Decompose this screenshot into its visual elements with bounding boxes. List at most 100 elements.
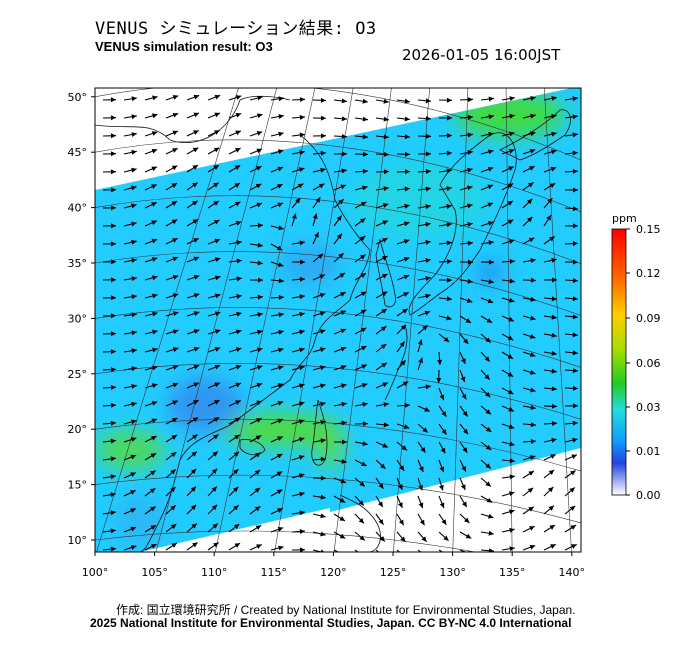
wind-arrowhead bbox=[570, 525, 577, 530]
wind-arrowhead bbox=[572, 114, 578, 120]
wind-arrowhead bbox=[378, 519, 384, 525]
wind-arrowhead bbox=[403, 292, 409, 297]
wind-arrowhead bbox=[528, 506, 534, 512]
wind-arrowhead bbox=[298, 473, 305, 479]
wind-arrowhead bbox=[485, 481, 491, 487]
latitude-axis: 10° 15° 20° 25° 30° 35° 40° 45° 50° bbox=[68, 91, 95, 547]
wind-arrowhead bbox=[461, 466, 466, 472]
wind-arrowhead bbox=[319, 293, 326, 298]
wind-arrowhead bbox=[276, 245, 283, 251]
wind-arrowhead bbox=[398, 502, 403, 508]
wind-arrowhead bbox=[276, 471, 283, 477]
wind-arrowhead bbox=[360, 273, 367, 278]
wind-arrowhead bbox=[110, 528, 116, 534]
wind-arrowhead bbox=[487, 221, 494, 226]
colorbar-tick-label: 0.09 bbox=[636, 312, 661, 325]
wind-vectors bbox=[102, 94, 579, 558]
wind-arrowhead bbox=[383, 169, 389, 175]
wind-arrowhead bbox=[315, 197, 321, 203]
wind-arrowhead bbox=[340, 328, 347, 334]
wind-arrowhead bbox=[213, 182, 219, 188]
wind-arrowhead bbox=[382, 442, 388, 448]
wind-arrowhead bbox=[211, 468, 218, 475]
wind-arrowhead bbox=[341, 98, 347, 104]
wind-arrowhead bbox=[509, 258, 515, 264]
wind-arrowhead bbox=[400, 324, 407, 330]
wind-arrowhead bbox=[110, 420, 116, 426]
wind-arrowhead bbox=[110, 97, 116, 103]
wind-arrowhead bbox=[572, 296, 578, 302]
wind-arrowhead bbox=[419, 519, 425, 526]
wind-arrowhead bbox=[382, 220, 388, 226]
wind-arrowhead bbox=[509, 441, 515, 447]
lat-tick-label: 25° bbox=[68, 368, 88, 381]
wind-arrowhead bbox=[320, 133, 326, 139]
wind-arrowhead bbox=[172, 148, 178, 153]
wind-arrowhead bbox=[508, 149, 515, 154]
wind-arrowhead bbox=[236, 276, 242, 282]
lat-tick-label: 15° bbox=[68, 479, 88, 492]
wind-arrowhead bbox=[530, 131, 536, 137]
wind-arrowhead bbox=[423, 553, 428, 558]
wind-arrowhead bbox=[529, 544, 536, 550]
wind-arrowhead bbox=[193, 364, 200, 370]
wind-arrowhead bbox=[193, 112, 199, 118]
wind-arrowhead bbox=[234, 434, 240, 440]
wind-arrowhead bbox=[152, 293, 158, 299]
wind-arrowhead bbox=[529, 526, 535, 531]
wind-arrowhead bbox=[131, 366, 137, 372]
wind-arrowhead bbox=[110, 510, 116, 516]
wind-arrowhead bbox=[234, 183, 241, 188]
wind-arrowhead bbox=[571, 544, 577, 549]
wind-arrowhead bbox=[551, 350, 557, 356]
wind-arrowhead bbox=[569, 505, 576, 511]
wind-arrowhead bbox=[467, 167, 473, 173]
wind-arrowhead bbox=[570, 470, 576, 476]
wind-arrowhead bbox=[256, 131, 263, 136]
wind-arrowhead bbox=[487, 202, 494, 208]
wind-arrowhead bbox=[193, 238, 199, 243]
wind-arrowhead bbox=[461, 501, 467, 508]
wind-arrowhead bbox=[425, 168, 431, 174]
wind-arrowhead bbox=[191, 451, 197, 457]
wind-arrowhead bbox=[131, 330, 137, 336]
wind-arrowhead bbox=[551, 277, 557, 283]
title-japanese: VENUS シミュレーション結果: O3 bbox=[95, 19, 377, 39]
wind-arrowhead bbox=[110, 456, 116, 462]
wind-arrowhead bbox=[467, 259, 473, 265]
wind-arrowhead bbox=[193, 130, 199, 135]
wind-arrowhead bbox=[446, 240, 452, 246]
wind-arrowhead bbox=[214, 329, 221, 334]
wind-arrowhead bbox=[131, 167, 137, 173]
wind-arrowhead bbox=[320, 383, 326, 389]
wind-arrowhead bbox=[460, 376, 466, 383]
wind-arrowhead bbox=[131, 96, 137, 102]
colorbar-tick-label: 0.03 bbox=[636, 401, 661, 414]
wind-arrowhead bbox=[151, 257, 158, 262]
wind-arrowhead bbox=[170, 487, 176, 493]
wind-arrowhead bbox=[299, 311, 305, 317]
wind-arrowhead bbox=[548, 505, 554, 511]
map-frame bbox=[94, 87, 582, 553]
wind-arrowhead bbox=[320, 549, 325, 552]
wind-arrowhead bbox=[151, 166, 157, 172]
wind-arrowhead bbox=[170, 505, 176, 511]
wind-arrowhead bbox=[361, 383, 368, 388]
wind-arrowhead bbox=[425, 276, 431, 281]
wind-arrowhead bbox=[484, 391, 491, 398]
wind-arrowhead bbox=[214, 130, 220, 135]
wind-arrowhead bbox=[170, 452, 177, 458]
wind-arrowhead bbox=[551, 368, 557, 374]
wind-arrowhead bbox=[151, 148, 158, 154]
wind-arrowhead bbox=[190, 504, 197, 511]
wind-arrowhead bbox=[572, 168, 578, 174]
wind-arrowhead bbox=[110, 349, 116, 355]
wind-arrowhead bbox=[404, 221, 410, 227]
wind-arrowhead bbox=[299, 150, 305, 155]
wind-arrowhead bbox=[418, 357, 423, 364]
wind-arrowhead bbox=[193, 311, 200, 316]
wind-arrowhead bbox=[215, 275, 221, 281]
wind-arrowhead bbox=[131, 384, 137, 389]
wind-arrowhead bbox=[110, 385, 116, 391]
